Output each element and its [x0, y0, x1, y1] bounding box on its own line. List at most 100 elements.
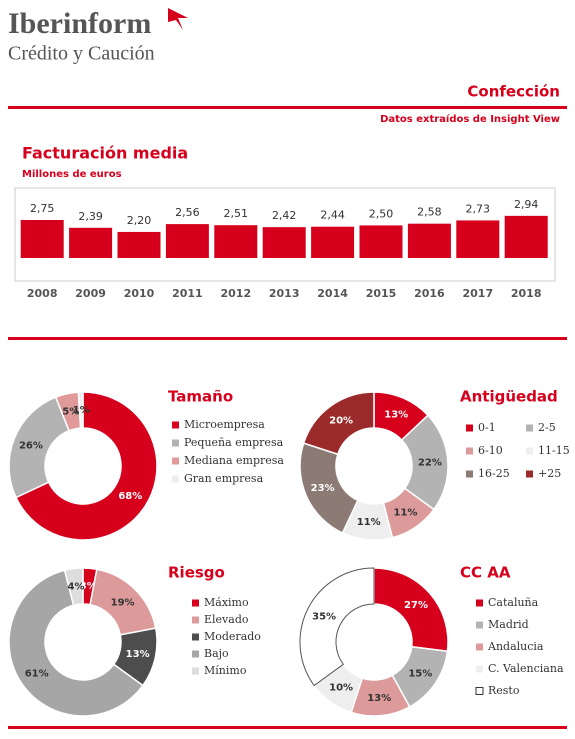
data-label: 2,56: [175, 206, 200, 219]
chart-title: Tamaño: [168, 388, 233, 406]
source: Datos extraídos de Insight View: [380, 113, 560, 125]
legend-label: 0-1: [478, 421, 496, 434]
plot-frame: [14, 187, 556, 282]
legend-label: Mediana empresa: [184, 454, 284, 467]
legend-label: Moderado: [204, 630, 261, 643]
legend-swatch: [526, 424, 533, 432]
legend-label: Andalucia: [487, 640, 544, 653]
x-tick-label: 2009: [75, 287, 106, 300]
legend-swatch: [192, 599, 199, 607]
legend-swatch: [172, 421, 179, 429]
data-label: 13%: [126, 649, 150, 660]
legend-swatch: [172, 457, 179, 465]
data-label: 2,51: [224, 207, 249, 220]
legend-swatch: [475, 687, 484, 695]
data-label: 11%: [357, 517, 381, 528]
legend-label: Máximo: [204, 596, 249, 609]
data-label: 11%: [394, 507, 418, 518]
x-tick-label: 2014: [317, 287, 348, 300]
bar: [69, 227, 113, 258]
bar: [117, 231, 161, 258]
legend-label: 11-15: [538, 444, 570, 457]
legend-label: Microempresa: [184, 418, 265, 431]
legend-label: 2-5: [538, 421, 556, 434]
divider: [8, 337, 567, 340]
chart-subtitle: Millones de euros: [22, 169, 122, 180]
legend-swatch: [476, 599, 483, 607]
x-tick-label: 2011: [172, 287, 203, 300]
data-label: 3%: [80, 581, 97, 592]
legend-label: Gran empresa: [184, 472, 264, 485]
data-label: 61%: [25, 668, 49, 679]
data-label: 4%: [67, 581, 84, 592]
legend-swatch: [466, 447, 473, 455]
x-tick-label: 2016: [414, 287, 445, 300]
chart-title: Facturación media: [22, 144, 188, 163]
data-label: 5%: [62, 406, 79, 417]
section-title: Confección: [467, 83, 560, 101]
legend-swatch: [476, 665, 483, 673]
legend-swatch: [172, 439, 179, 447]
legend-label: Mínimo: [204, 664, 247, 677]
donut-slice: [15, 391, 158, 541]
data-label: 2,73: [466, 202, 491, 215]
data-label: 2,75: [30, 202, 55, 215]
legend-swatch: [526, 447, 533, 455]
bar: [407, 223, 451, 258]
data-label: 1%: [73, 405, 90, 416]
legend-swatch: [466, 424, 473, 432]
data-label: 2,42: [272, 209, 297, 222]
legend-label: Madrid: [488, 618, 529, 631]
data-label: 15%: [408, 668, 432, 679]
x-tick-label: 2015: [366, 287, 397, 300]
data-label: 27%: [404, 600, 428, 611]
legend-label: Bajo: [204, 647, 229, 660]
x-tick-label: 2010: [124, 287, 155, 300]
bar: [165, 224, 209, 258]
data-label: 35%: [312, 612, 336, 623]
data-label: 2,20: [127, 214, 152, 227]
data-label: 2,94: [514, 198, 539, 211]
data-label: 26%: [19, 440, 43, 451]
x-tick-label: 2017: [462, 287, 493, 300]
data-label: 68%: [118, 491, 142, 502]
legend-label: Pequeña empresa: [184, 436, 284, 449]
legend-label: C. Valenciana: [488, 662, 564, 675]
x-tick-label: 2013: [269, 287, 300, 300]
legend-label: +25: [538, 467, 561, 480]
legend-label: Cataluña: [488, 596, 539, 609]
data-label: 22%: [418, 457, 442, 468]
x-tick-label: 2012: [220, 287, 251, 300]
donut-slice: [8, 569, 144, 717]
data-label: 20%: [329, 416, 353, 427]
data-label: 10%: [329, 682, 353, 693]
bar: [359, 225, 403, 258]
legend-swatch: [192, 616, 199, 624]
legend-label: 6-10: [478, 444, 503, 457]
donut-slice: [299, 567, 375, 687]
data-label: 2,58: [417, 206, 442, 219]
divider: [8, 106, 567, 109]
logo-mark: [168, 8, 188, 30]
chart-title: CC AA: [460, 564, 511, 582]
data-label: 13%: [367, 693, 391, 704]
bar: [504, 215, 548, 258]
data-label: 23%: [311, 483, 335, 494]
legend-swatch: [476, 643, 483, 651]
legend-swatch: [172, 475, 179, 483]
x-tick-label: 2008: [27, 287, 58, 300]
subbrand: Crédito y Caución: [8, 43, 155, 65]
donut-slice: [77, 391, 84, 429]
bar: [214, 225, 258, 258]
data-label: 19%: [111, 597, 135, 608]
brand: Iberinform: [8, 7, 151, 40]
bar: [20, 219, 64, 258]
bar: [456, 220, 500, 258]
donut-slice: [302, 391, 375, 456]
chart-title: Antigüedad: [460, 388, 558, 406]
data-label: 2,39: [78, 210, 103, 223]
legend-swatch: [192, 667, 199, 675]
legend-swatch: [466, 470, 473, 478]
legend-swatch: [476, 621, 483, 629]
